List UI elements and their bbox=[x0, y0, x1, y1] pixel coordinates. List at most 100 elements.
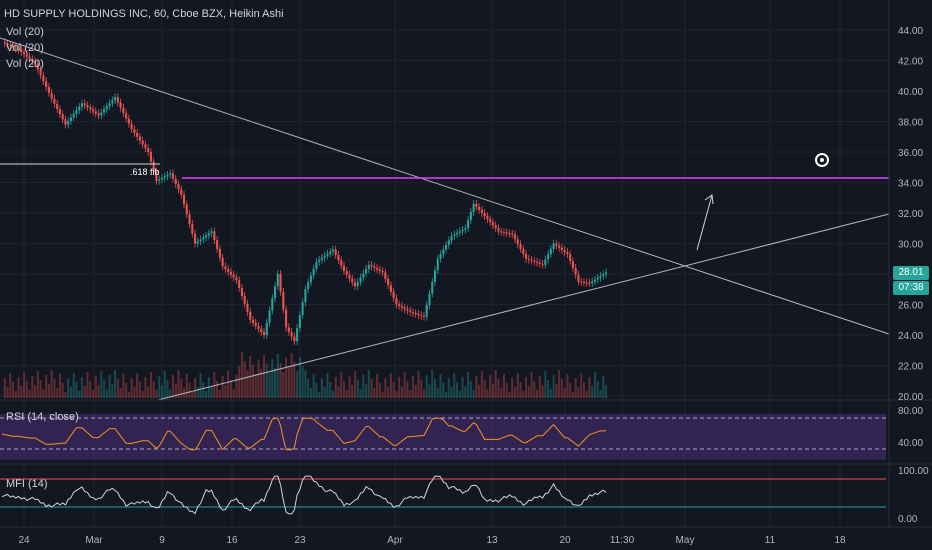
candle-body bbox=[17, 48, 20, 50]
candle-body bbox=[218, 248, 221, 258]
candle-body bbox=[582, 282, 585, 284]
sub-tick-label: 100.00 bbox=[898, 466, 929, 477]
candle-body bbox=[409, 310, 412, 313]
candle-body bbox=[89, 107, 92, 110]
volume-bar bbox=[169, 389, 172, 398]
volume-bar bbox=[489, 375, 492, 398]
candle-body bbox=[144, 144, 147, 149]
volume-bar bbox=[376, 374, 379, 398]
candle-body bbox=[458, 231, 461, 233]
candle-body bbox=[11, 46, 15, 48]
candle-body bbox=[282, 291, 285, 310]
volume-bar bbox=[456, 382, 459, 398]
candle-body bbox=[367, 264, 370, 270]
candle-body bbox=[439, 254, 442, 259]
candle-body bbox=[370, 264, 373, 267]
volume-bar bbox=[94, 376, 97, 398]
candle-body bbox=[20, 49, 23, 53]
candle-body bbox=[365, 269, 368, 274]
candle-body bbox=[285, 309, 288, 328]
chart-title[interactable]: HD SUPPLY HOLDINGS INC, 60, Cboe BZX, He… bbox=[4, 8, 284, 20]
time-axis-ticks[interactable]: 24 Mar 9 16 23 Apr 13 20 11:30 May 11 18 bbox=[18, 535, 846, 546]
vol-legend-3[interactable]: Vol (20) bbox=[6, 58, 44, 70]
volume-bar bbox=[511, 378, 514, 398]
candle-body bbox=[122, 107, 125, 114]
vol-legend-1[interactable]: Vol (20) bbox=[6, 26, 44, 38]
candle-body bbox=[6, 43, 9, 45]
drawings[interactable]: .618 fib bbox=[0, 37, 890, 401]
mfi-legend[interactable]: MFI (14) bbox=[6, 478, 48, 490]
candle-body bbox=[152, 161, 155, 172]
volume-bar bbox=[224, 385, 227, 398]
volume-bar bbox=[475, 376, 478, 398]
candle-body bbox=[188, 214, 191, 224]
candle-body bbox=[80, 103, 84, 107]
arrow-shaft[interactable] bbox=[696, 194, 713, 251]
volume-bar bbox=[31, 376, 34, 398]
upper-trendline[interactable] bbox=[0, 37, 890, 335]
candle-body bbox=[166, 174, 169, 177]
arrow-head[interactable] bbox=[704, 194, 714, 205]
price-tick-label: 32.00 bbox=[898, 209, 923, 220]
vol-legend-2[interactable]: Vol (20) bbox=[6, 42, 44, 54]
volume-bar bbox=[34, 385, 37, 398]
volume-bar bbox=[254, 374, 257, 398]
volume-bar bbox=[298, 357, 301, 398]
candle-body bbox=[516, 239, 519, 245]
volume-bar bbox=[194, 378, 197, 398]
volume-bar bbox=[232, 389, 235, 398]
candle-body bbox=[431, 281, 434, 294]
time-tick-label: 24 bbox=[18, 535, 30, 546]
volume-bar bbox=[384, 378, 387, 398]
candle-body bbox=[249, 311, 252, 320]
candle-body bbox=[596, 277, 599, 280]
candle-body bbox=[442, 249, 445, 255]
volume-bar bbox=[309, 388, 312, 398]
volume-bar bbox=[527, 386, 530, 398]
candle-body bbox=[376, 267, 379, 270]
candle-body bbox=[378, 269, 381, 271]
time-tick-label: Apr bbox=[387, 535, 403, 546]
candle-body bbox=[555, 243, 558, 246]
candle-body bbox=[3, 42, 6, 44]
price-axis-ticks[interactable]: 44.00 42.00 40.00 38.00 36.00 34.00 32.00 30.00… bbox=[898, 26, 923, 403]
candle-body bbox=[64, 119, 67, 125]
volume-bar bbox=[136, 373, 139, 398]
volume-bar bbox=[42, 389, 45, 398]
candle-body bbox=[287, 327, 290, 332]
lower-trendline[interactable] bbox=[157, 213, 890, 401]
volume-bar bbox=[307, 379, 310, 398]
target-icon[interactable] bbox=[815, 153, 829, 167]
candle-body bbox=[464, 228, 467, 230]
candle-body bbox=[593, 279, 597, 282]
candle-body bbox=[240, 288, 243, 296]
volume-bar bbox=[502, 374, 505, 398]
candle-body bbox=[108, 103, 111, 107]
rsi-legend[interactable]: RSI (14, close) bbox=[6, 411, 79, 423]
candle-body bbox=[235, 277, 238, 281]
volume-bar bbox=[370, 379, 373, 398]
candle-body bbox=[604, 272, 608, 275]
volume-bar bbox=[519, 382, 522, 398]
candle-body bbox=[602, 274, 605, 277]
volume-bar bbox=[351, 385, 354, 398]
candle-body bbox=[549, 248, 552, 255]
volume-bar bbox=[47, 384, 50, 398]
volume-bar bbox=[497, 379, 500, 398]
volume-bar bbox=[141, 391, 144, 398]
volume-bar bbox=[274, 368, 277, 398]
candle-body bbox=[9, 44, 12, 47]
volume-bar bbox=[246, 370, 249, 398]
candle-body bbox=[469, 211, 472, 221]
volume-bar bbox=[279, 363, 282, 398]
candle-body bbox=[205, 235, 208, 238]
volume-bar bbox=[508, 392, 511, 398]
volume-bar bbox=[127, 392, 130, 398]
volume-bar bbox=[483, 380, 486, 398]
candle-body bbox=[472, 203, 475, 212]
volume-bar bbox=[11, 382, 15, 398]
volume-bar bbox=[149, 372, 152, 398]
volume-bar bbox=[276, 354, 279, 398]
candle-body bbox=[229, 271, 232, 275]
